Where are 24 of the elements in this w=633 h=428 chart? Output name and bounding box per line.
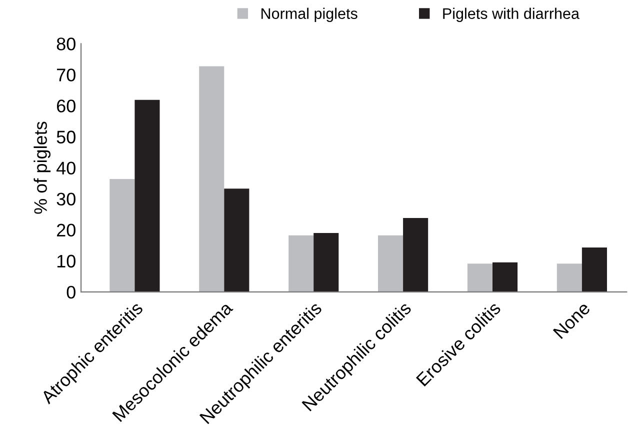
bar: [199, 66, 224, 292]
bar: [403, 218, 428, 292]
bar: [582, 248, 607, 292]
y-tick-label: 10: [57, 254, 76, 268]
legend-label: Normal piglets: [262, 8, 358, 22]
legend-label: Piglets with diarrhea: [443, 8, 580, 22]
y-tick-label: 50: [56, 130, 76, 144]
y-tick-label: 40: [56, 162, 76, 174]
y-tick-label: 0: [66, 286, 76, 299]
bar: [110, 178, 135, 292]
bar: [467, 264, 492, 292]
bar: [288, 235, 314, 292]
bar: [224, 188, 250, 292]
bar: [314, 232, 339, 292]
y-tick-label: 30: [56, 192, 76, 206]
bar: [556, 264, 582, 292]
y-tick-label: 80: [56, 38, 76, 50]
y-axis-title: % of piglets: [34, 122, 51, 214]
bar: [134, 100, 160, 292]
y-tick-label: 60: [57, 100, 76, 112]
bar: [492, 262, 518, 292]
y-tick-label: 70: [57, 68, 76, 82]
bar: [378, 235, 404, 292]
y-tick-label: 20: [56, 224, 76, 237]
